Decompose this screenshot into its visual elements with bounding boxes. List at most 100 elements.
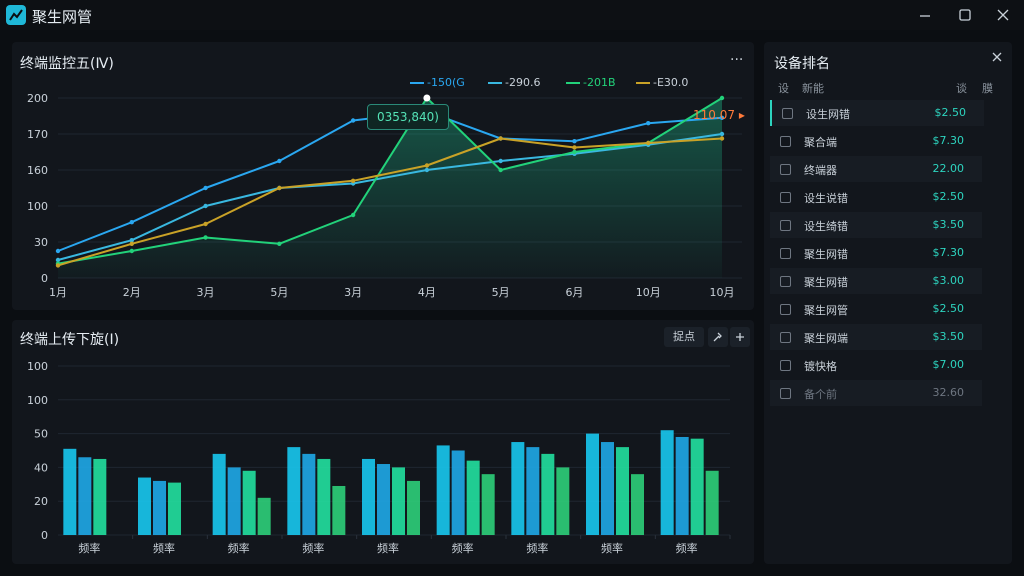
wrench-icon[interactable]: [708, 327, 728, 347]
more-options-button[interactable]: ···: [730, 52, 744, 68]
bar[interactable]: [332, 485, 346, 535]
data-point[interactable]: [719, 136, 725, 141]
data-point[interactable]: [646, 140, 651, 146]
close-icon[interactable]: [990, 50, 1004, 67]
rank-header-col1[interactable]: 设: [778, 82, 789, 95]
row-checkbox[interactable]: [780, 248, 791, 259]
bar[interactable]: [556, 467, 570, 535]
bar[interactable]: [407, 480, 420, 535]
data-point[interactable]: [350, 212, 356, 218]
bar[interactable]: [631, 474, 644, 535]
bar[interactable]: [586, 433, 599, 535]
row-checkbox[interactable]: [780, 360, 791, 371]
minimize-icon[interactable]: [912, 4, 938, 26]
bar[interactable]: [93, 458, 107, 535]
row-checkbox[interactable]: [780, 276, 791, 287]
table-row[interactable]: 设生网错 $2.50: [770, 100, 984, 126]
bar[interactable]: [675, 436, 689, 535]
data-point[interactable]: [646, 121, 651, 126]
data-point[interactable]: [277, 185, 282, 191]
bar[interactable]: [616, 447, 629, 535]
data-point[interactable]: [719, 95, 725, 101]
bar[interactable]: [392, 467, 405, 535]
bar[interactable]: [690, 438, 704, 535]
bar[interactable]: [317, 458, 331, 535]
data-point[interactable]: [55, 263, 61, 268]
plus-icon[interactable]: [730, 327, 750, 347]
rank-header-col4[interactable]: 膜: [982, 82, 993, 95]
bar[interactable]: [436, 445, 450, 535]
table-row[interactable]: 设生绮错 $3.50: [770, 212, 982, 238]
data-point[interactable]: [55, 248, 61, 254]
data-point[interactable]: [129, 241, 134, 246]
legend-item[interactable]: -150(G: [410, 76, 465, 89]
data-point[interactable]: [277, 241, 282, 246]
table-row[interactable]: 设生说错 $2.50: [770, 184, 982, 210]
data-point[interactable]: [719, 115, 725, 121]
data-point[interactable]: [572, 145, 577, 150]
table-row[interactable]: 聚合端 $7.30: [770, 128, 982, 154]
data-point[interactable]: [498, 167, 503, 173]
bar[interactable]: [212, 453, 226, 535]
table-row[interactable]: 聚生网错 $7.30: [770, 240, 982, 266]
highlight-point[interactable]: [423, 94, 431, 102]
table-row[interactable]: 聚生网错 $3.00: [770, 268, 982, 294]
bar[interactable]: [362, 458, 375, 535]
bar[interactable]: [511, 442, 525, 535]
data-point[interactable]: [203, 221, 208, 227]
row-checkbox[interactable]: [780, 164, 791, 175]
data-point[interactable]: [424, 163, 430, 168]
bar[interactable]: [451, 450, 465, 536]
row-checkbox[interactable]: [780, 388, 791, 399]
bar[interactable]: [526, 447, 540, 535]
data-point[interactable]: [55, 257, 61, 263]
data-point[interactable]: [719, 131, 725, 137]
bar[interactable]: [466, 460, 480, 535]
bar[interactable]: [168, 482, 181, 535]
bar[interactable]: [242, 470, 256, 535]
data-point[interactable]: [203, 203, 208, 209]
data-point[interactable]: [424, 167, 430, 173]
data-point[interactable]: [129, 248, 134, 254]
bar[interactable]: [78, 457, 92, 535]
tool-select-button[interactable]: 捉点: [664, 327, 704, 347]
data-point[interactable]: [277, 158, 282, 164]
table-row[interactable]: 镀快格 $7.00: [770, 352, 982, 378]
bar[interactable]: [377, 464, 390, 535]
bar[interactable]: [227, 467, 241, 535]
data-point[interactable]: [572, 139, 577, 144]
table-row[interactable]: 备个前 32.60: [770, 380, 982, 406]
bar[interactable]: [601, 442, 614, 535]
bar[interactable]: [63, 448, 77, 535]
data-point[interactable]: [129, 238, 134, 243]
table-row[interactable]: 聚生网管 $2.50: [770, 296, 982, 322]
bar[interactable]: [302, 453, 316, 535]
rank-header-col3[interactable]: 谈: [956, 82, 967, 95]
bar[interactable]: [138, 477, 151, 535]
data-point[interactable]: [498, 136, 503, 141]
row-checkbox[interactable]: [780, 220, 791, 231]
row-checkbox[interactable]: [782, 108, 793, 119]
data-point[interactable]: [350, 118, 356, 123]
bar[interactable]: [481, 474, 495, 535]
data-point[interactable]: [203, 185, 208, 191]
data-point[interactable]: [203, 235, 208, 240]
bar[interactable]: [153, 480, 166, 535]
maximize-icon[interactable]: [952, 4, 978, 26]
close-icon[interactable]: [990, 4, 1016, 26]
row-checkbox[interactable]: [780, 192, 791, 203]
row-checkbox[interactable]: [780, 304, 791, 315]
data-point[interactable]: [129, 220, 134, 225]
legend-item[interactable]: -290.6: [488, 76, 540, 89]
data-point[interactable]: [572, 149, 577, 155]
table-row[interactable]: 聚生网端 $3.50: [770, 324, 982, 350]
table-row[interactable]: 终端器 22.00: [770, 156, 982, 182]
data-point[interactable]: [350, 178, 356, 183]
data-point[interactable]: [498, 158, 503, 164]
bar[interactable]: [287, 447, 301, 535]
bar[interactable]: [660, 430, 674, 535]
bar[interactable]: [257, 497, 271, 535]
row-checkbox[interactable]: [780, 136, 791, 147]
legend-item[interactable]: -201B: [566, 76, 616, 89]
legend-item[interactable]: -E30.0: [636, 76, 688, 89]
